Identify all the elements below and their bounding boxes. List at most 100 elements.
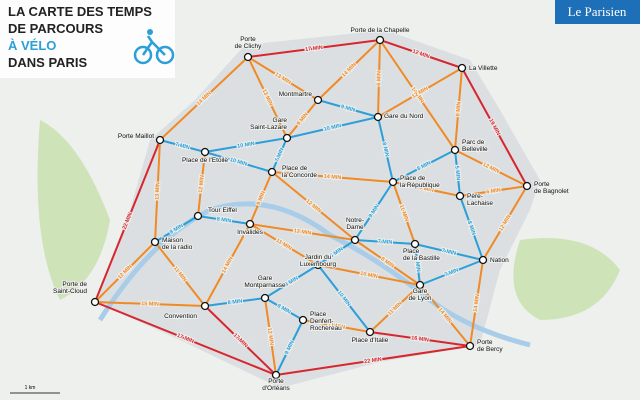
route: [271, 171, 394, 183]
route-time: 6 MIN: [376, 71, 382, 86]
station-label: Père-: [467, 193, 483, 200]
route: [275, 345, 471, 376]
station: [373, 112, 383, 122]
route-time: 10 MIN: [323, 123, 342, 133]
route: [204, 297, 266, 307]
station-label: Tour Eiffel: [208, 207, 237, 214]
station-label: d'Orléans: [262, 385, 290, 392]
station: [313, 260, 323, 270]
brand: Le Parisien: [568, 4, 627, 19]
route: [419, 259, 484, 286]
route: [317, 239, 356, 266]
route-time: 13 MIN: [155, 182, 162, 200]
route: [414, 243, 421, 286]
route: [302, 319, 371, 333]
station: [243, 52, 253, 62]
route: [419, 284, 471, 347]
route-time: 15 MIN: [141, 301, 159, 308]
route: [159, 139, 206, 153]
route: [204, 223, 251, 307]
route: [154, 241, 206, 307]
station: [155, 135, 165, 145]
title-box: [0, 0, 175, 78]
route: [461, 67, 528, 187]
station-label: Place de l'Etoile: [182, 157, 228, 164]
route-time: 12 MIN: [198, 175, 206, 193]
route: [247, 39, 381, 58]
route: [392, 181, 416, 245]
route-time: 7 MIN: [441, 248, 457, 257]
route: [271, 171, 356, 241]
route-time: 14 MIN: [473, 294, 482, 312]
station-label: Convention: [164, 313, 197, 320]
route: [354, 239, 421, 286]
route: [159, 56, 249, 141]
station-label: Porte Maillot: [118, 133, 154, 140]
title-line: À VÉLO: [8, 38, 56, 53]
station-label: de la Bastille: [403, 255, 440, 262]
route-time: 13 MIN: [293, 228, 311, 237]
station: [245, 219, 255, 229]
station: [350, 235, 360, 245]
route: [482, 185, 528, 261]
route: [377, 116, 394, 183]
route: [264, 297, 304, 321]
station-label: Belleville: [462, 146, 488, 153]
station-label: de Clichy: [235, 43, 262, 50]
route: [317, 39, 381, 101]
station-label: Montparnasse: [244, 282, 286, 289]
station-label: Porte: [477, 339, 493, 346]
station-label: Nation: [490, 257, 509, 264]
station-label: Porte: [268, 378, 284, 385]
route: [454, 149, 528, 187]
title-line: DE PARCOURS: [8, 21, 103, 36]
station-label: Gare: [258, 275, 273, 282]
station: [410, 239, 420, 249]
route-time: 7 MIN: [377, 239, 392, 246]
route: [392, 181, 461, 197]
station-label: Porte: [534, 181, 550, 188]
station: [260, 293, 270, 303]
route: [197, 215, 251, 225]
route: [354, 181, 394, 241]
route: [94, 301, 206, 307]
station-label: Place de: [282, 165, 308, 172]
bike-icon: [133, 29, 175, 65]
station-label: Rochereau: [310, 325, 342, 332]
route: [249, 171, 273, 225]
route-time: 8 MIN: [227, 299, 242, 307]
station: [267, 167, 277, 177]
route-time: 6 MIN: [486, 187, 501, 195]
station: [415, 280, 425, 290]
route-time: 8 MIN: [455, 101, 462, 116]
station-label: Porte de: [62, 281, 87, 288]
route-time: 9 MIN: [340, 104, 356, 114]
station-label: Gare: [273, 117, 288, 124]
route: [247, 56, 288, 139]
station: [200, 301, 210, 311]
station-label: de Lyon: [409, 295, 432, 302]
route-time: 16 MIN: [411, 335, 429, 343]
station-label: de Bercy: [477, 346, 503, 353]
route: [154, 139, 161, 243]
station-label: Montmartre: [279, 91, 313, 98]
title-line: DANS PARIS: [8, 55, 88, 70]
route-time: 22 MIN: [364, 357, 382, 366]
station: [522, 181, 532, 191]
station: [375, 35, 385, 45]
station-label: de la radio: [162, 244, 193, 251]
station: [450, 145, 460, 155]
route: [454, 149, 461, 197]
brand-box: [555, 0, 640, 24]
route: [249, 223, 319, 266]
station-label: la Concorde: [282, 172, 317, 179]
station-label: Gare: [413, 288, 428, 295]
route: [377, 67, 463, 118]
route-time: 17 MIN: [305, 45, 323, 53]
route: [197, 151, 206, 217]
station-label: Saint-Lazare: [250, 124, 287, 131]
station-label: Maison: [162, 237, 183, 244]
route: [204, 305, 277, 376]
route-time: 8 MIN: [380, 142, 389, 158]
route: [469, 259, 484, 347]
